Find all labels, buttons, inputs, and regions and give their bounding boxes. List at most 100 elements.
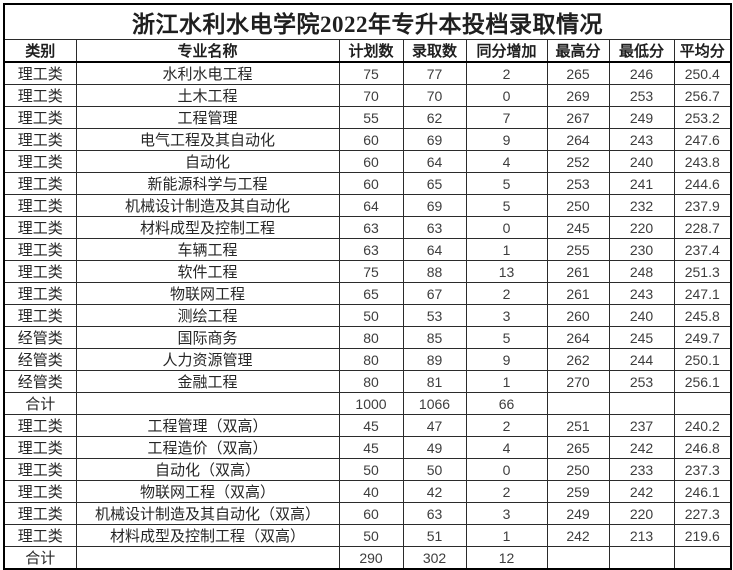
cell: 62 bbox=[402, 106, 467, 129]
table-row: 经管类 人力资源管理 80 89 9 262 244 250.1 bbox=[3, 348, 732, 371]
cell: 265 bbox=[546, 61, 610, 85]
cell: 75 bbox=[338, 61, 404, 85]
cell: 1 bbox=[465, 370, 548, 393]
cell: 230 bbox=[608, 238, 675, 261]
title-row: 浙江水利水电学院2022年专升本投档录取情况 bbox=[3, 3, 732, 40]
cell: 3 bbox=[465, 304, 548, 327]
cell: 89 bbox=[402, 348, 467, 371]
cell: 50 bbox=[402, 458, 467, 481]
cell: 材料成型及控制工程（双高） bbox=[75, 524, 340, 547]
cell: 理工类 bbox=[3, 194, 77, 217]
cell: 242 bbox=[546, 524, 610, 547]
cell: 理工类 bbox=[3, 172, 77, 195]
cell: 经管类 bbox=[3, 326, 77, 349]
cell: 253 bbox=[608, 370, 675, 393]
cell: 255 bbox=[546, 238, 610, 261]
cell: 0 bbox=[465, 216, 548, 239]
cell: 80 bbox=[338, 326, 404, 349]
cell: 合计 bbox=[3, 546, 77, 570]
cell: 250.1 bbox=[673, 348, 732, 371]
cell: 理工类 bbox=[3, 304, 77, 327]
cell bbox=[546, 546, 610, 570]
cell: 249.7 bbox=[673, 326, 732, 349]
cell: 新能源科学与工程 bbox=[75, 172, 340, 195]
cell: 228.7 bbox=[673, 216, 732, 239]
cell: 237.3 bbox=[673, 458, 732, 481]
cell: 267 bbox=[546, 106, 610, 129]
cell: 220 bbox=[608, 502, 675, 525]
cell: 60 bbox=[338, 502, 404, 525]
cell: 5 bbox=[465, 172, 548, 195]
cell: 60 bbox=[338, 172, 404, 195]
table-row: 理工类 物联网工程（双高） 40 42 2 259 242 246.1 bbox=[3, 480, 732, 503]
cell: 2 bbox=[465, 282, 548, 305]
cell: 227.3 bbox=[673, 502, 732, 525]
cell: 240.2 bbox=[673, 414, 732, 437]
cell: 66 bbox=[465, 392, 548, 415]
cell bbox=[673, 546, 732, 570]
cell: 机械设计制造及其自动化 bbox=[75, 194, 340, 217]
cell: 259 bbox=[546, 480, 610, 503]
cell: 自动化 bbox=[75, 150, 340, 173]
cell: 理工类 bbox=[3, 414, 77, 437]
cell bbox=[608, 546, 675, 570]
cell: 45 bbox=[338, 414, 404, 437]
cell: 9 bbox=[465, 128, 548, 151]
cell: 工程管理（双高） bbox=[75, 414, 340, 437]
cell: 253.2 bbox=[673, 106, 732, 129]
cell: 51 bbox=[402, 524, 467, 547]
column-header-0: 类别 bbox=[3, 39, 77, 63]
cell: 243.8 bbox=[673, 150, 732, 173]
cell: 50 bbox=[338, 458, 404, 481]
cell: 40 bbox=[338, 480, 404, 503]
column-header-5: 最高分 bbox=[546, 39, 610, 63]
cell: 土木工程 bbox=[75, 84, 340, 107]
table-row: 理工类 工程管理 55 62 7 267 249 253.2 bbox=[3, 106, 732, 129]
table-row: 理工类 机械设计制造及其自动化（双高） 60 63 3 249 220 227.3 bbox=[3, 502, 732, 525]
table-row: 理工类 软件工程 75 88 13 261 248 251.3 bbox=[3, 260, 732, 283]
cell: 80 bbox=[338, 370, 404, 393]
cell: 水利水电工程 bbox=[75, 61, 340, 85]
cell: 测绘工程 bbox=[75, 304, 340, 327]
cell: 物联网工程 bbox=[75, 282, 340, 305]
cell: 63 bbox=[402, 502, 467, 525]
cell: 220 bbox=[608, 216, 675, 239]
cell: 240 bbox=[608, 304, 675, 327]
cell: 302 bbox=[402, 546, 467, 570]
cell bbox=[673, 392, 732, 415]
cell: 88 bbox=[402, 260, 467, 283]
cell bbox=[546, 392, 610, 415]
cell: 理工类 bbox=[3, 480, 77, 503]
cell: 65 bbox=[338, 282, 404, 305]
table-row: 经管类 金融工程 80 81 1 270 253 256.1 bbox=[3, 370, 732, 393]
cell: 2 bbox=[465, 480, 548, 503]
cell: 64 bbox=[402, 238, 467, 261]
cell bbox=[75, 392, 340, 415]
cell: 67 bbox=[402, 282, 467, 305]
column-header-4: 同分增加 bbox=[465, 39, 548, 63]
cell: 车辆工程 bbox=[75, 238, 340, 261]
cell: 246.8 bbox=[673, 436, 732, 459]
cell: 250 bbox=[546, 458, 610, 481]
admissions-table: 浙江水利水电学院2022年专升本投档录取情况 类别 专业名称 计划数 录取数 同分增加最… bbox=[3, 3, 732, 570]
cell: 工程管理 bbox=[75, 106, 340, 129]
cell: 理工类 bbox=[3, 61, 77, 85]
table-row: 理工类 新能源科学与工程 60 65 5 253 241 244.6 bbox=[3, 172, 732, 195]
cell: 252 bbox=[546, 150, 610, 173]
cell: 理工类 bbox=[3, 260, 77, 283]
cell: 264 bbox=[546, 326, 610, 349]
cell: 合计 bbox=[3, 392, 77, 415]
cell: 256.1 bbox=[673, 370, 732, 393]
cell: 理工类 bbox=[3, 150, 77, 173]
column-header-7: 平均分 bbox=[673, 39, 732, 63]
cell: 247.1 bbox=[673, 282, 732, 305]
cell: 250 bbox=[546, 194, 610, 217]
cell bbox=[608, 392, 675, 415]
cell: 5 bbox=[465, 326, 548, 349]
cell: 80 bbox=[338, 348, 404, 371]
cell: 理工类 bbox=[3, 128, 77, 151]
cell: 233 bbox=[608, 458, 675, 481]
table-row: 经管类 国际商务 80 85 5 264 245 249.7 bbox=[3, 326, 732, 349]
cell: 70 bbox=[338, 84, 404, 107]
cell: 219.6 bbox=[673, 524, 732, 547]
